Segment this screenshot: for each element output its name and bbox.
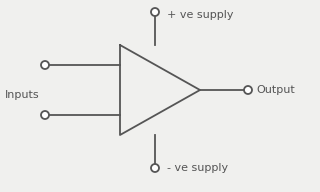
Text: - ve supply: - ve supply (167, 163, 228, 173)
Circle shape (151, 164, 159, 172)
Circle shape (41, 61, 49, 69)
Text: Inputs: Inputs (5, 90, 40, 100)
Circle shape (151, 8, 159, 16)
Text: + ve supply: + ve supply (167, 10, 234, 20)
Text: Output: Output (256, 85, 295, 95)
Circle shape (41, 111, 49, 119)
Circle shape (244, 86, 252, 94)
